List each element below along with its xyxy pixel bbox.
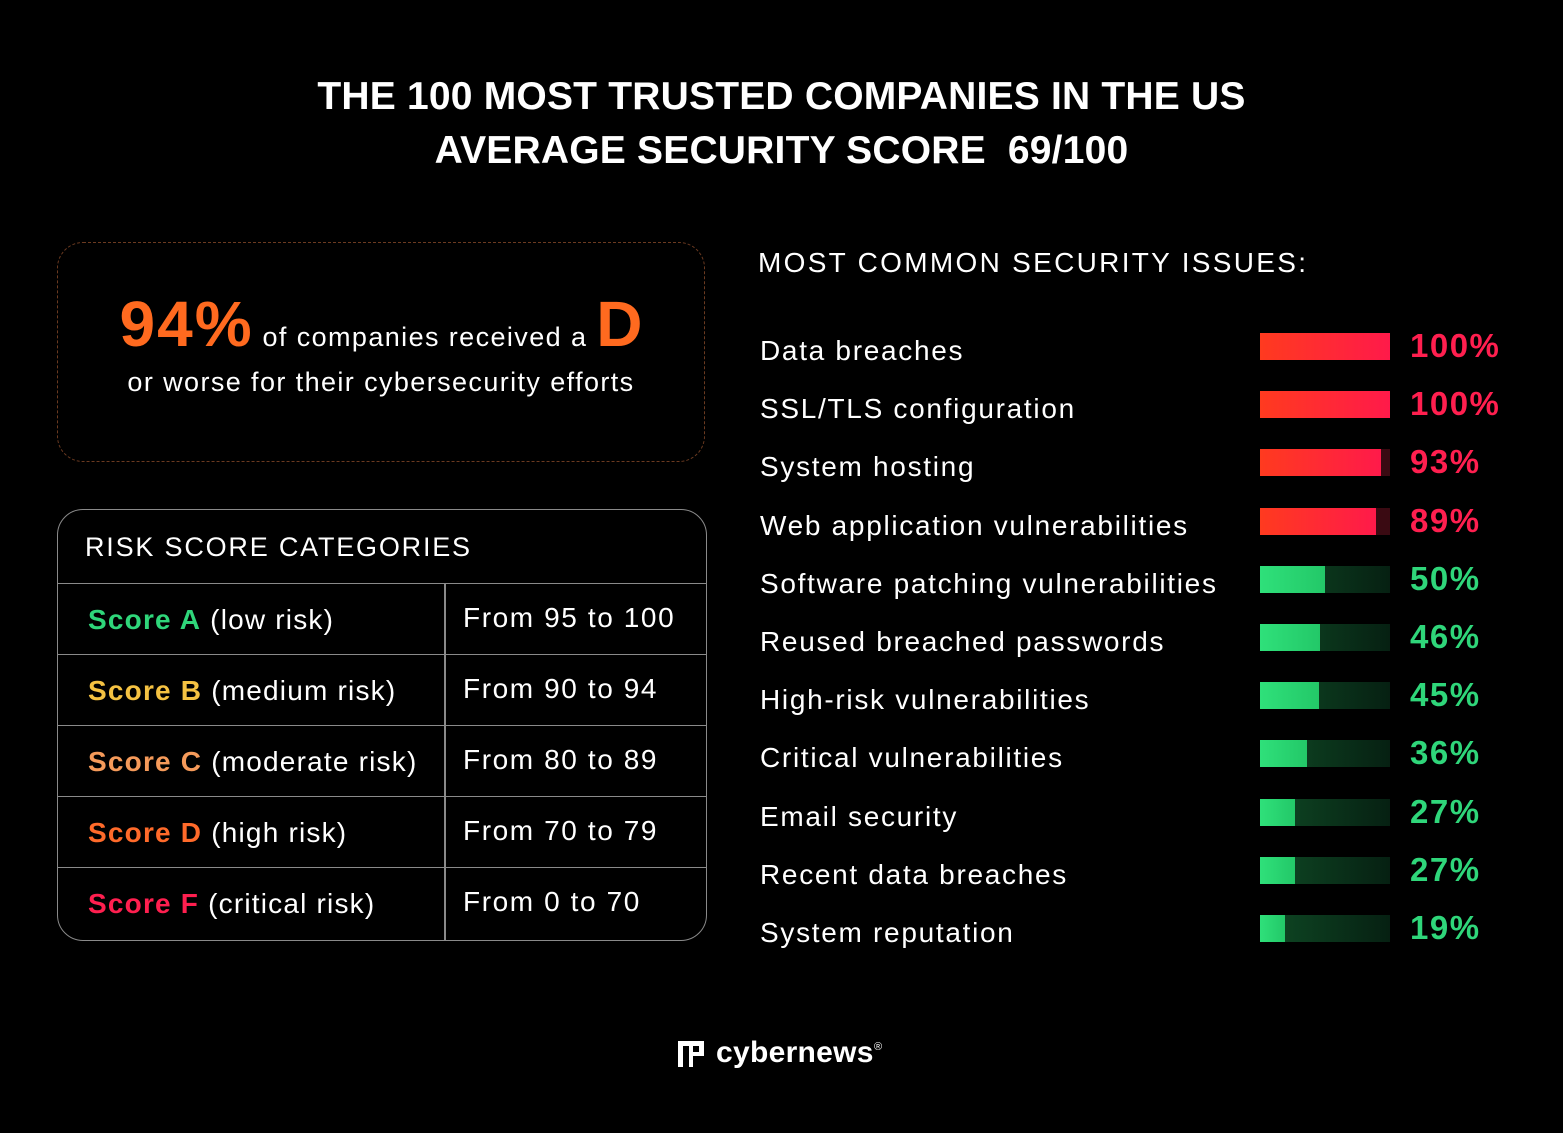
risk-row: Score C (moderate risk) From 80 to 89 — [58, 725, 706, 796]
risk-category: Score D (high risk) — [88, 817, 347, 849]
bar — [1260, 682, 1319, 709]
title-line-1: THE 100 MOST TRUSTED COMPANIES IN THE US — [317, 75, 1246, 118]
risk-table-column-divider — [444, 583, 446, 940]
bar — [1260, 508, 1376, 535]
logo-wordmark: cybernews — [716, 1036, 874, 1069]
risk-table-title: RISK SCORE CATEGORIES — [85, 532, 472, 562]
bar — [1260, 857, 1295, 884]
risk-grade: Score D — [88, 817, 203, 848]
issue-label: Web application vulnerabilities — [760, 510, 1189, 541]
issue-label: Critical vulnerabilities — [760, 742, 1064, 773]
bar-track — [1260, 915, 1390, 942]
risk-grade: Score A — [88, 604, 202, 635]
issue-row: Critical vulnerabilities 36% — [760, 734, 1540, 780]
data-label: 46% — [1410, 618, 1481, 655]
bar-track — [1260, 857, 1390, 884]
title-line-2: AVERAGE SECURITY SCORE 69/100 — [434, 129, 1129, 172]
cybernews-logo-icon — [678, 1041, 704, 1067]
bar — [1260, 915, 1285, 942]
bar — [1260, 624, 1320, 651]
risk-range: From 80 to 89 — [463, 744, 659, 775]
issue-row: SSL/TLS configuration 100% — [760, 385, 1540, 431]
highlight-line-1: 94% of companies received a D — [58, 287, 704, 361]
risk-level: (moderate risk) — [202, 746, 418, 777]
issue-label: High-risk vulnerabilities — [760, 684, 1091, 715]
risk-level: (high risk) — [202, 817, 348, 848]
risk-category: Score A (low risk) — [88, 604, 334, 636]
highlight-grade: D — [596, 288, 643, 360]
risk-score-table: RISK SCORE CATEGORIES Score A (low risk)… — [57, 509, 707, 941]
highlight-line-2: or worse for their cybersecurity efforts — [127, 367, 635, 397]
risk-row: Score B (medium risk) From 90 to 94 — [58, 654, 706, 725]
issues-chart-title: MOST COMMON SECURITY ISSUES: — [758, 247, 1309, 278]
issue-label: Software patching vulnerabilities — [760, 568, 1218, 599]
risk-category: Score F (critical risk) — [88, 888, 375, 920]
issue-label: Reused breached passwords — [760, 626, 1166, 657]
data-label: 93% — [1410, 443, 1481, 480]
data-label: 27% — [1410, 851, 1481, 888]
data-label: 100% — [1410, 327, 1501, 364]
bar-track — [1260, 449, 1390, 476]
risk-category: Score B (medium risk) — [88, 675, 396, 707]
risk-grade: Score C — [88, 746, 203, 777]
risk-grade: Score B — [88, 675, 203, 706]
highlight-box: 94% of companies received a D or worse f… — [57, 242, 705, 462]
bar-track — [1260, 333, 1390, 360]
bar-track — [1260, 624, 1390, 651]
data-label: 19% — [1410, 909, 1481, 946]
issue-label: SSL/TLS configuration — [760, 393, 1076, 424]
issue-row: Recent data breaches 27% — [760, 851, 1540, 897]
risk-level: (low risk) — [201, 604, 335, 635]
data-label: 27% — [1410, 793, 1481, 830]
risk-level: (medium risk) — [202, 675, 397, 706]
highlight-text-a: of companies received a — [253, 322, 597, 352]
page-title: THE 100 MOST TRUSTED COMPANIES IN THE US… — [0, 70, 1563, 178]
risk-category: Score C (moderate risk) — [88, 746, 417, 778]
issue-label: Recent data breaches — [760, 859, 1068, 890]
bar — [1260, 391, 1390, 418]
issue-row: System reputation 19% — [760, 909, 1540, 955]
bar — [1260, 799, 1295, 826]
bar-track — [1260, 799, 1390, 826]
risk-row: Score D (high risk) From 70 to 79 — [58, 796, 706, 867]
data-label: 50% — [1410, 560, 1481, 597]
risk-grade: Score F — [88, 888, 200, 919]
issue-row: Software patching vulnerabilities 50% — [760, 560, 1540, 606]
bar-track — [1260, 508, 1390, 535]
issue-label: System reputation — [760, 917, 1015, 948]
issue-row: High-risk vulnerabilities 45% — [760, 676, 1540, 722]
risk-range: From 95 to 100 — [463, 602, 676, 633]
risk-row: Score F (critical risk) From 0 to 70 — [58, 867, 706, 938]
data-label: 100% — [1410, 385, 1501, 422]
risk-level: (critical risk) — [199, 888, 376, 919]
data-label: 89% — [1410, 502, 1481, 539]
risk-range: From 0 to 70 — [463, 886, 641, 917]
logo-registered-mark: ® — [874, 1041, 883, 1053]
bar — [1260, 566, 1325, 593]
highlight-percent: 94% — [119, 288, 254, 360]
issue-row: Data breaches 100% — [760, 327, 1540, 373]
bar-track — [1260, 391, 1390, 418]
data-label: 45% — [1410, 676, 1481, 713]
issue-label: Data breaches — [760, 335, 965, 366]
issue-label: System hosting — [760, 451, 976, 482]
issue-row: Email security 27% — [760, 793, 1540, 839]
bar — [1260, 333, 1390, 360]
issue-row: System hosting 93% — [760, 443, 1540, 489]
bar — [1260, 740, 1307, 767]
data-label: 36% — [1410, 734, 1481, 771]
risk-row: Score A (low risk) From 95 to 100 — [58, 583, 706, 654]
issue-row: Reused breached passwords 46% — [760, 618, 1540, 664]
bar — [1260, 449, 1381, 476]
bar-track — [1260, 740, 1390, 767]
issue-label: Email security — [760, 801, 959, 832]
bar-track — [1260, 566, 1390, 593]
risk-range: From 70 to 79 — [463, 815, 659, 846]
bar-track — [1260, 682, 1390, 709]
risk-range: From 90 to 94 — [463, 673, 659, 704]
issue-row: Web application vulnerabilities 89% — [760, 502, 1540, 548]
